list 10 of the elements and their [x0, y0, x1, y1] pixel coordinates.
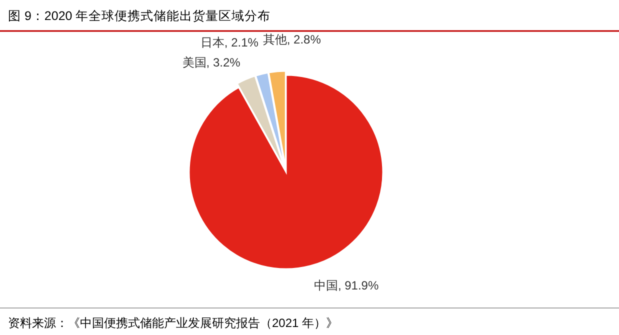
label: 其他	[262, 32, 287, 46]
label: 中国	[314, 278, 338, 292]
label: 日本	[200, 35, 224, 50]
label: , 3.2%	[206, 55, 240, 70]
chart-title: 图 9：2020 年全球便携式储能出货量区域分布	[8, 9, 271, 23]
label: 美国	[182, 55, 206, 70]
text: 资料来源：《中国便携式储能产业发展研究报告（2021 年）》	[8, 316, 338, 330]
label: , 2.8%	[286, 32, 321, 46]
label: , 2.1%	[224, 35, 258, 50]
label: , 91.9%	[338, 278, 379, 292]
